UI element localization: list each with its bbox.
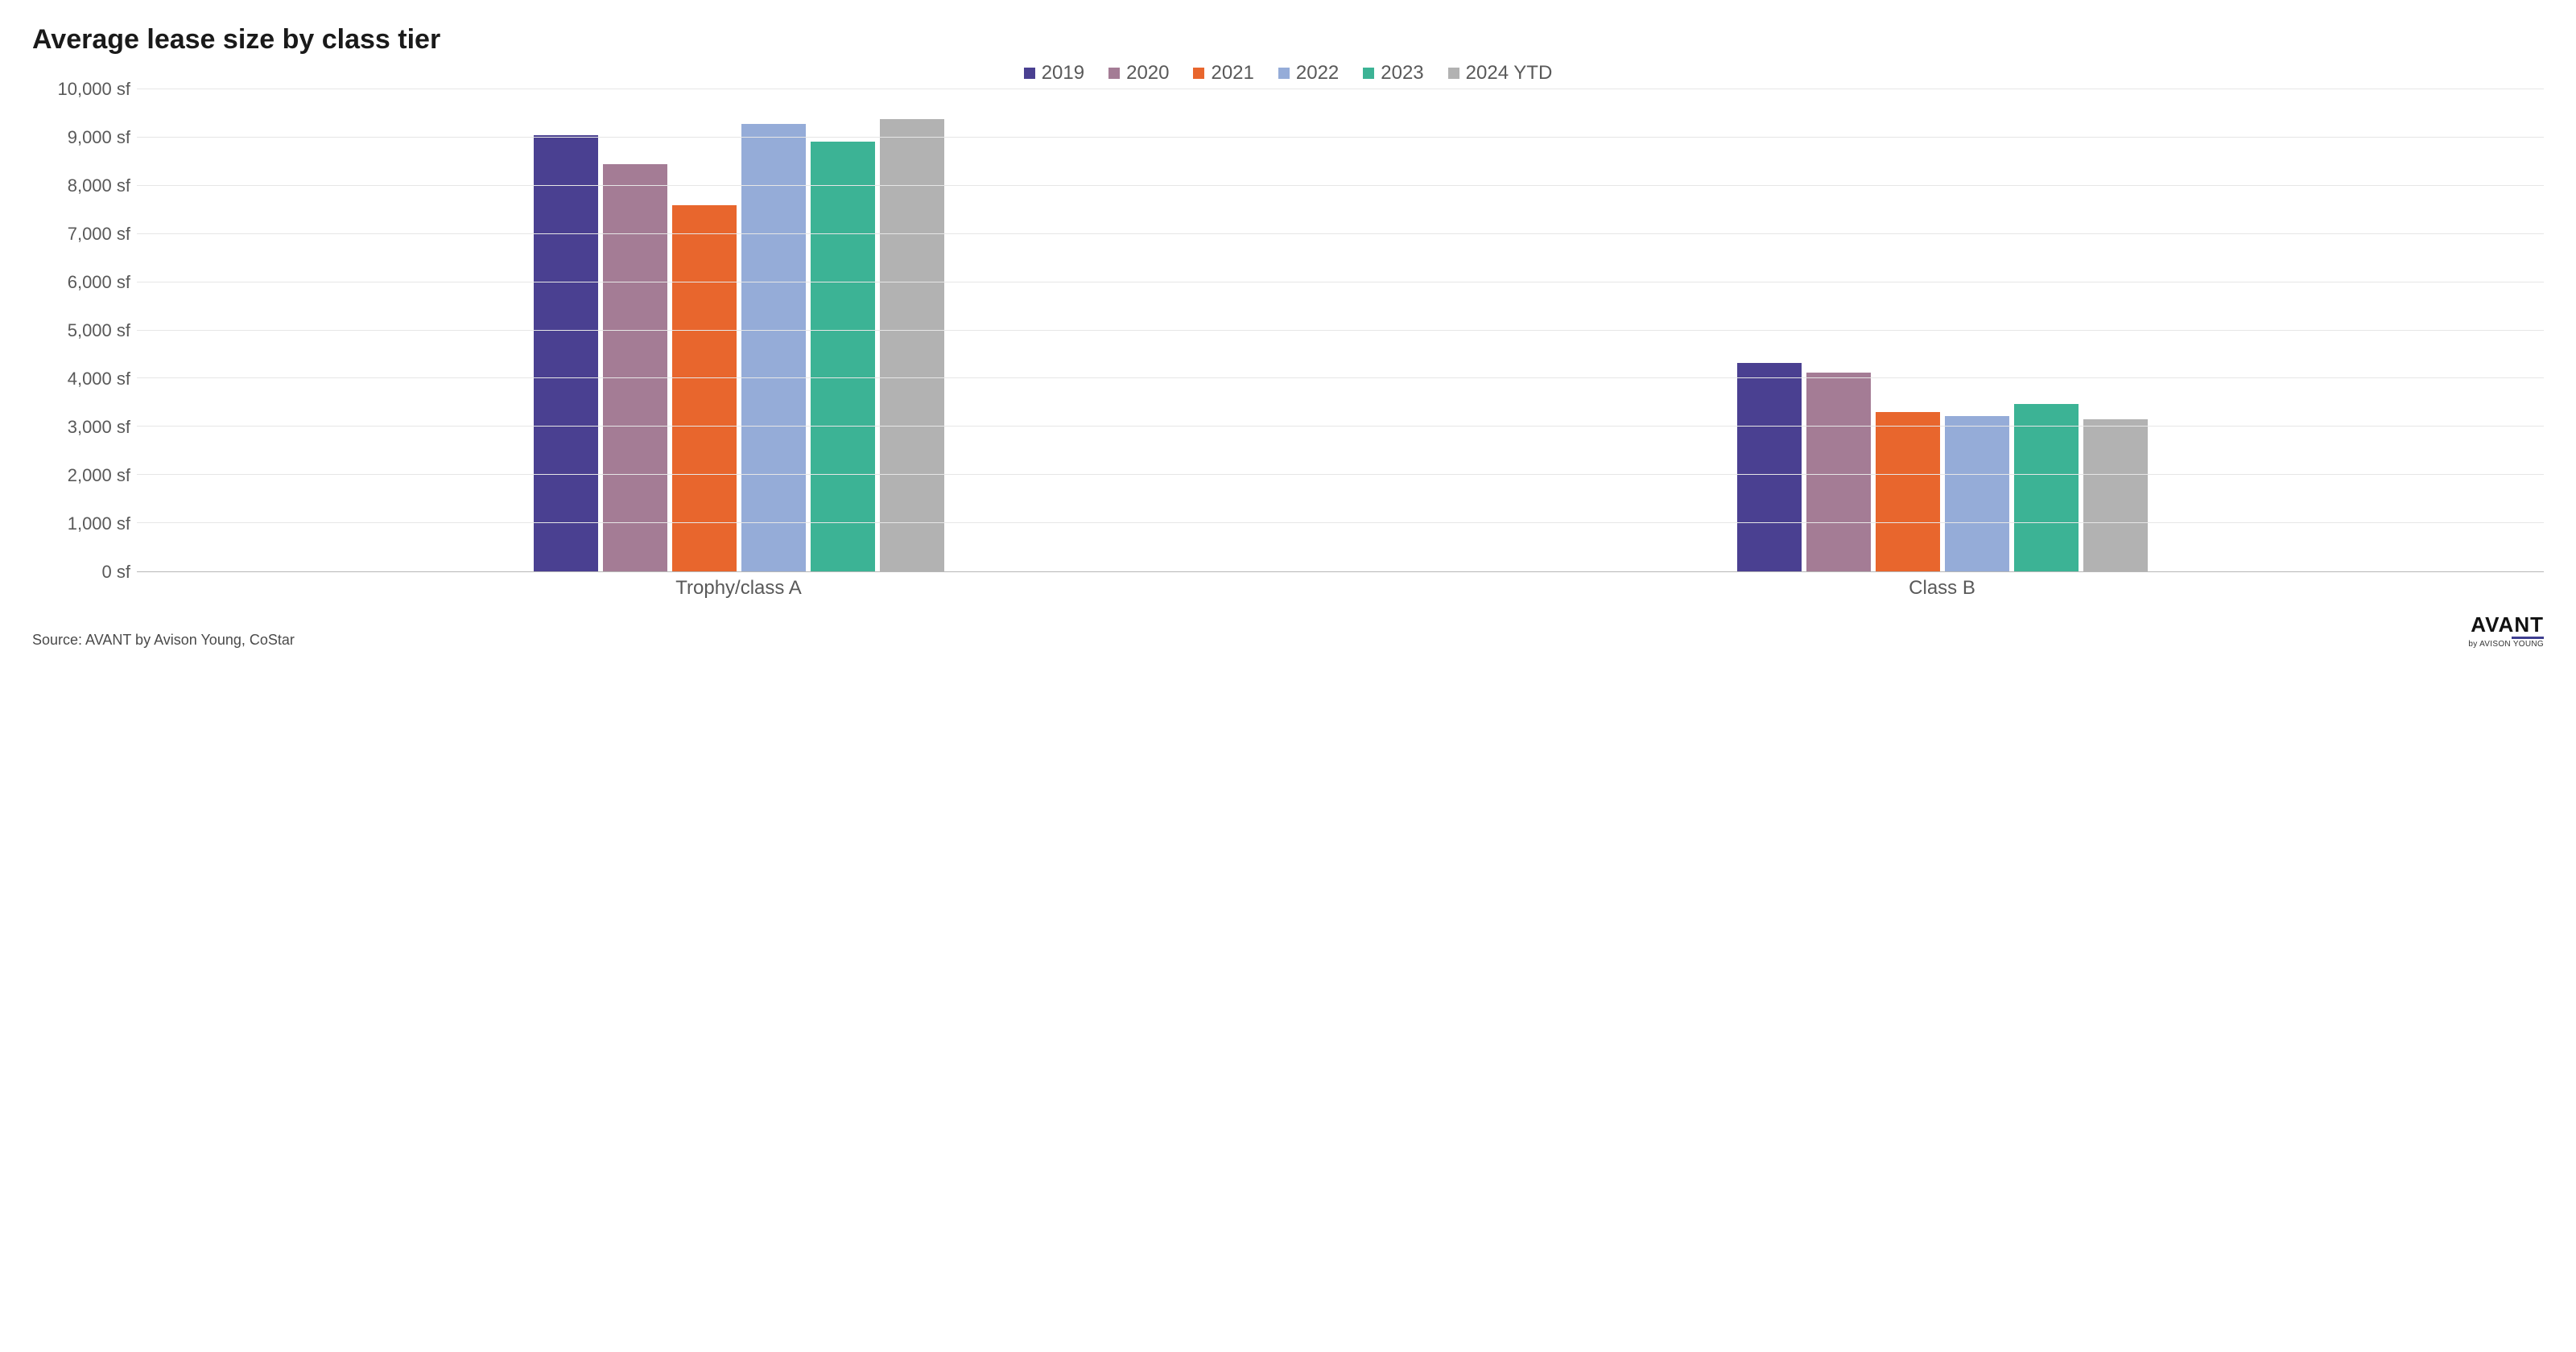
legend-swatch (1024, 68, 1035, 79)
y-tick-label: 3,000 sf (68, 417, 130, 438)
plot-area (137, 89, 2544, 572)
y-tick-label: 8,000 sf (68, 175, 130, 196)
x-label-trophy_class_a: Trophy/class A (137, 572, 1340, 600)
logo-main-text: AVANT (2468, 614, 2544, 635)
chart-title: Average lease size by class tier (32, 24, 2544, 56)
bar-trophy_class_a-2023 (811, 142, 875, 571)
gridline (137, 426, 2544, 427)
legend-label: 2023 (1381, 62, 1423, 84)
bar-trophy_class_a-2024_ytd (880, 119, 944, 571)
y-tick-label: 6,000 sf (68, 272, 130, 293)
bar-trophy_class_a-2019 (534, 135, 598, 571)
legend-label: 2021 (1211, 62, 1253, 84)
bar-group-trophy_class_a (137, 89, 1340, 571)
legend-swatch (1448, 68, 1459, 79)
gridline (137, 137, 2544, 138)
bar-class_b-2019 (1737, 363, 1802, 571)
logo-sub-text: by AVISON YOUNG (2468, 641, 2544, 649)
source-text: Source: AVANT by Avison Young, CoStar (32, 632, 295, 649)
chart-area: 0 sf1,000 sf2,000 sf3,000 sf4,000 sf5,00… (32, 89, 2544, 572)
gridline (137, 377, 2544, 378)
legend-label: 2019 (1042, 62, 1084, 84)
bar-trophy_class_a-2022 (741, 124, 806, 571)
legend-item-2020: 2020 (1108, 62, 1169, 84)
legend: 2019 2020 2021 2022 2023 2024 YTD (32, 62, 2544, 84)
legend-label: 2020 (1126, 62, 1169, 84)
bar-trophy_class_a-2021 (672, 205, 737, 571)
legend-label: 2024 YTD (1466, 62, 1553, 84)
gridline (137, 185, 2544, 186)
bar-class_b-2020 (1806, 373, 1871, 571)
bar-class_b-2024_ytd (2083, 419, 2148, 571)
bar-group-class_b (1340, 89, 2544, 571)
bar-groups (137, 89, 2544, 571)
gridline (137, 330, 2544, 331)
y-tick-label: 10,000 sf (57, 79, 130, 100)
y-tick-label: 4,000 sf (68, 369, 130, 390)
y-tick-label: 5,000 sf (68, 320, 130, 341)
legend-label: 2022 (1296, 62, 1339, 84)
y-tick-label: 9,000 sf (68, 127, 130, 148)
legend-item-2024_ytd: 2024 YTD (1448, 62, 1553, 84)
legend-item-2019: 2019 (1024, 62, 1084, 84)
x-label-class_b: Class B (1340, 572, 2544, 600)
brand-logo: AVANT by AVISON YOUNG (2468, 614, 2544, 649)
legend-item-2021: 2021 (1193, 62, 1253, 84)
bar-class_b-2023 (2014, 404, 2079, 571)
logo-accent-line (2512, 637, 2544, 639)
gridline (137, 522, 2544, 523)
y-tick-label: 1,000 sf (68, 513, 130, 534)
legend-swatch (1108, 68, 1120, 79)
legend-item-2022: 2022 (1278, 62, 1339, 84)
y-tick-label: 7,000 sf (68, 224, 130, 245)
x-axis-labels: Trophy/class AClass B (137, 572, 2544, 600)
legend-swatch (1278, 68, 1290, 79)
legend-swatch (1363, 68, 1374, 79)
y-tick-label: 0 sf (102, 562, 130, 583)
legend-item-2023: 2023 (1363, 62, 1423, 84)
legend-swatch (1193, 68, 1204, 79)
bar-class_b-2021 (1876, 412, 1940, 571)
bar-trophy_class_a-2020 (603, 164, 667, 571)
bar-class_b-2022 (1945, 416, 2009, 571)
gridline (137, 233, 2544, 234)
footer: Source: AVANT by Avison Young, CoStar AV… (32, 614, 2544, 649)
y-tick-label: 2,000 sf (68, 465, 130, 486)
y-axis: 0 sf1,000 sf2,000 sf3,000 sf4,000 sf5,00… (32, 89, 137, 572)
gridline (137, 474, 2544, 475)
